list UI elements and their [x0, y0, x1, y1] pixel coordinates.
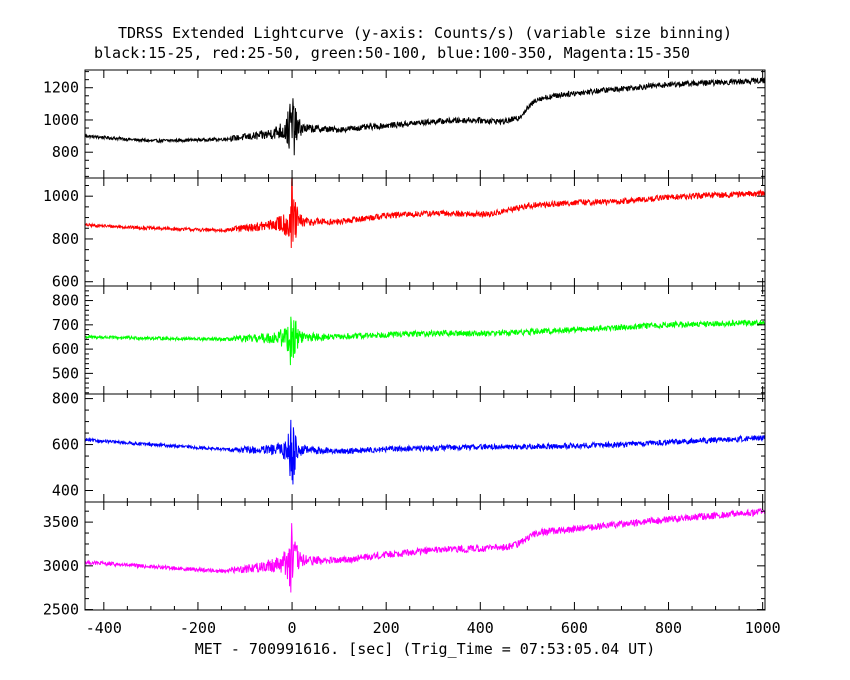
- panels: 8001000120060080010005006007008004006008…: [43, 69, 766, 619]
- panel-frame-green: [84, 285, 766, 395]
- x-tick-label: 200: [373, 619, 400, 637]
- y-tick-label-blue: 600: [52, 436, 79, 454]
- x-tick-labels: -400 -200 0 200 400 600 800 1000: [86, 619, 781, 637]
- panel-blue: 400 600 800: [52, 390, 766, 503]
- x-tick-label: -200: [180, 619, 216, 637]
- y-tick-label-magenta: 3500: [43, 513, 79, 531]
- x-tick-label: 600: [561, 619, 588, 637]
- chart-title: TDRSS Extended Lightcurve (y-axis: Count…: [118, 24, 732, 42]
- chart-subtitle: black:15-25, red:25-50, green:50-100, bl…: [94, 44, 690, 62]
- y-tick-label-magenta: 3000: [43, 557, 79, 575]
- y-tick-label-blue: 400: [52, 482, 79, 500]
- x-tick-label: 400: [467, 619, 494, 637]
- series-line-green: [85, 316, 765, 366]
- y-tick-label-green: 700: [52, 316, 79, 334]
- panel-frame-magenta: [84, 501, 766, 611]
- y-tick-label-black: 1200: [43, 79, 79, 97]
- panel-black: 800 1000 1200: [43, 69, 766, 179]
- x-tick-label: 1000: [745, 619, 781, 637]
- y-tick-label-green: 500: [52, 364, 79, 382]
- y-tick-label-green: 600: [52, 340, 79, 358]
- panel-magenta: 2500 3000 3500: [43, 501, 766, 619]
- x-tick-label: 0: [288, 619, 297, 637]
- x-tick-label: 800: [655, 619, 682, 637]
- x-tick-label: -400: [86, 619, 122, 637]
- series-line-blue: [85, 419, 765, 485]
- y-tick-label-black: 800: [52, 143, 79, 161]
- series-line-red: [85, 178, 765, 248]
- x-axis-label: MET - 700991616. [sec] (Trig_Time = 07:5…: [195, 640, 656, 658]
- y-tick-label-red: 1000: [43, 187, 79, 205]
- y-tick-label-red: 600: [52, 273, 79, 291]
- y-tick-label-magenta: 2500: [43, 601, 79, 619]
- y-tick-label-blue: 800: [52, 390, 79, 408]
- panel-frame-red: [84, 177, 766, 287]
- panel-green: 500 600 700 800: [52, 285, 766, 395]
- y-tick-label-green: 800: [52, 292, 79, 310]
- panel-red: 600 800 1000: [43, 177, 766, 291]
- series-line-magenta: [85, 507, 765, 593]
- series-line-black: [85, 77, 765, 156]
- y-tick-label-red: 800: [52, 230, 79, 248]
- y-tick-label-black: 1000: [43, 111, 79, 129]
